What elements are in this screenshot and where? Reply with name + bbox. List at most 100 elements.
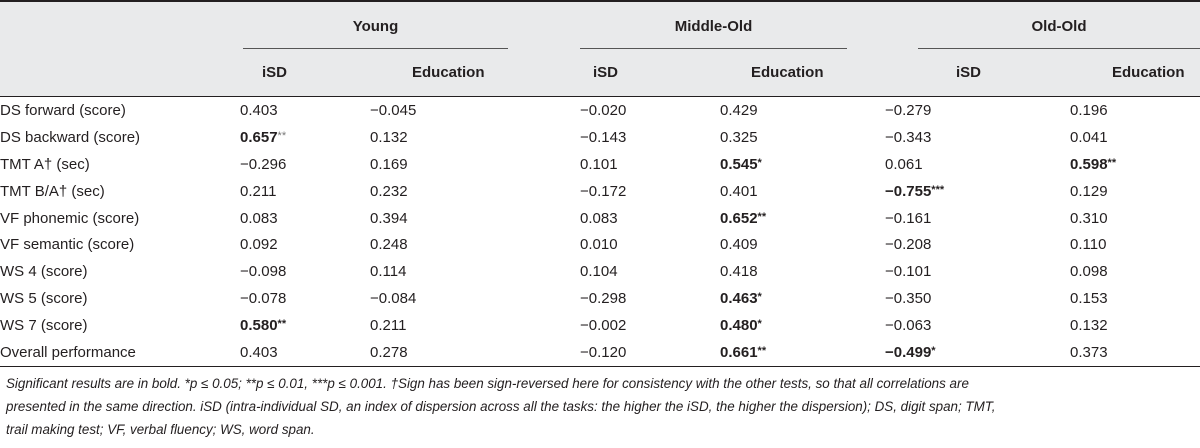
top-rule (0, 0, 1200, 2)
cell-value: 0.083 (240, 209, 278, 227)
table-body: DS forward (score) 0.403 −0.045 −0.020 0.429… (0, 97, 1200, 366)
cell-value: 0.278 (370, 343, 408, 361)
table-cell: 0.418 (720, 258, 885, 285)
cell-value: 0.041 (1070, 128, 1108, 146)
significance-marker: * (757, 318, 762, 331)
table-cell: −0.161 (885, 205, 1070, 232)
table-cell: −0.063 (885, 312, 1070, 339)
table-cell: −0.078 (240, 285, 370, 312)
cell-value: −0.084 (370, 290, 417, 308)
table-row: VF semantic (score) 0.092 0.248 0.010 0.409 −… (0, 231, 1200, 258)
table-cell: −0.296 (240, 151, 370, 178)
table-cell: 0.657** (240, 124, 370, 151)
significance-marker: * (757, 156, 762, 169)
cell-value: 0.403 (240, 101, 278, 119)
footnote-line-1: Significant results are in bold. *p ≤ 0.… (6, 376, 969, 391)
cell-value: 0.098 (1070, 263, 1108, 281)
cell-value: −0.298 (580, 290, 627, 308)
table-cell: 0.248 (370, 231, 580, 258)
table-row: TMT A† (sec) −0.296 0.169 0.101 0.545* 0.061 0… (0, 151, 1200, 178)
significance-marker: ** (757, 210, 767, 223)
subheader-young-isd: iSD (262, 64, 288, 81)
table-cell: −0.020 (580, 97, 720, 124)
cell-value: 0.373 (1070, 343, 1108, 361)
cell-value: −0.279 (885, 101, 932, 119)
cell-value: −0.120 (580, 343, 627, 361)
row-label: WS 4 (score) (0, 263, 88, 281)
group-underline-middle-old (580, 48, 847, 49)
table-cell: −0.002 (580, 312, 720, 339)
table-cell: 0.211 (240, 178, 370, 205)
cell-value: −0.002 (580, 317, 627, 335)
significance-marker: ** (277, 129, 287, 142)
table-cell: 0.480* (720, 312, 885, 339)
table-cell: −0.120 (580, 339, 720, 366)
row-label: VF phonemic (score) (0, 209, 140, 227)
cell-value: 0.661 (720, 343, 758, 361)
table-cell: −0.101 (885, 258, 1070, 285)
significance-marker: * (931, 344, 936, 357)
cell-value: −0.020 (580, 101, 627, 119)
cell-value: 0.104 (580, 263, 618, 281)
significance-marker: ** (277, 318, 287, 331)
cell-value: 0.010 (580, 236, 618, 254)
table-cell: 0.196 (1070, 97, 1200, 124)
table-cell: 0.278 (370, 339, 580, 366)
table-cell: −0.350 (885, 285, 1070, 312)
cell-value: 0.545 (720, 155, 758, 173)
group-underline-young (243, 48, 508, 49)
table-cell: −0.045 (370, 97, 580, 124)
table-cell: −0.143 (580, 124, 720, 151)
table-cell: 0.169 (370, 151, 580, 178)
row-label: WS 7 (score) (0, 317, 88, 335)
cell-value: 0.061 (885, 155, 923, 173)
subheader-old-old-education: Education (1112, 64, 1185, 81)
table-cell: 0.041 (1070, 124, 1200, 151)
group-header-old-old: Old-Old (1031, 18, 1087, 35)
table-row: Overall performance 0.403 0.278 −0.120 0.661… (0, 339, 1200, 366)
cell-value: 0.083 (580, 209, 618, 227)
cell-value: −0.161 (885, 209, 932, 227)
footnote-line-2: presented in the same direction. iSD (in… (6, 399, 996, 414)
cell-value: 0.652 (720, 209, 758, 227)
significance-marker: *** (931, 183, 945, 196)
table-cell: 0.463* (720, 285, 885, 312)
table-cell: −0.499* (885, 339, 1070, 366)
cell-value: 0.110 (1070, 236, 1107, 254)
table-cell: 0.211 (370, 312, 580, 339)
cell-value: 0.418 (720, 263, 758, 281)
table-cell: 0.580** (240, 312, 370, 339)
table-cell: 0.092 (240, 231, 370, 258)
table-cell: 0.110 (1070, 231, 1200, 258)
group-underline-old-old (918, 48, 1200, 49)
cell-value: 0.132 (370, 128, 408, 146)
significance-marker: ** (757, 344, 767, 357)
table-row: DS backward (score) 0.657** 0.132 −0.143 0.3… (0, 124, 1200, 151)
cell-value: 0.409 (720, 236, 758, 254)
cell-value: 0.092 (240, 236, 278, 254)
cell-value: −0.172 (580, 182, 627, 200)
cell-value: 0.101 (580, 155, 618, 173)
cell-value: 0.394 (370, 209, 408, 227)
row-label: TMT A† (sec) (0, 155, 90, 173)
table-cell: 0.394 (370, 205, 580, 232)
table-cell: 0.104 (580, 258, 720, 285)
cell-value: −0.350 (885, 290, 932, 308)
cell-value: 0.132 (1070, 317, 1108, 335)
cell-value: −0.098 (240, 263, 287, 281)
cell-value: 0.580 (240, 317, 278, 335)
subheader-middle-old-isd: iSD (593, 64, 619, 81)
table-row: DS forward (score) 0.403 −0.045 −0.020 0.429… (0, 97, 1200, 124)
cell-value: 0.169 (370, 155, 408, 173)
cell-value: −0.499 (885, 343, 932, 361)
table-row: WS 7 (score) 0.580** 0.211 −0.002 0.480* −0.0… (0, 312, 1200, 339)
table-cell: 0.598** (1070, 151, 1200, 178)
cell-value: 0.153 (1070, 290, 1108, 308)
subheader-old-old-isd: iSD (956, 64, 982, 81)
cell-value: −0.045 (370, 101, 417, 119)
table-cell: 0.114 (370, 258, 580, 285)
subheader-middle-old-education: Education (751, 64, 824, 81)
row-label: DS backward (score) (0, 128, 141, 146)
table-cell: 0.409 (720, 231, 885, 258)
cell-value: −0.296 (240, 155, 287, 173)
